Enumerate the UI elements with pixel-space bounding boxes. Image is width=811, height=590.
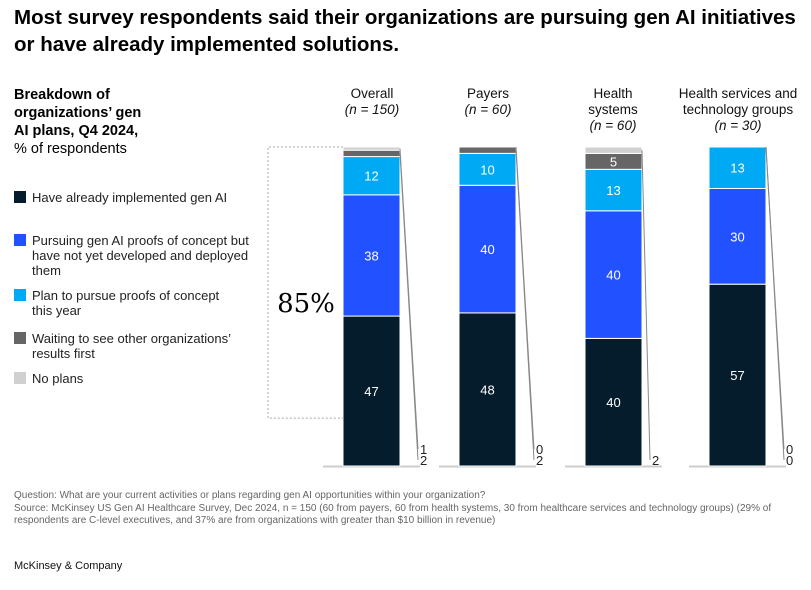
category-header: Payers (n = 60) <box>448 86 528 118</box>
legend-swatch <box>14 234 26 246</box>
bar-segment <box>342 149 401 158</box>
data-label: 12 <box>364 169 378 184</box>
category-n: (n = 60) <box>589 118 637 133</box>
data-label: 48 <box>480 382 494 397</box>
category-n: (n = 30) <box>714 118 762 133</box>
bracket <box>267 146 343 419</box>
category-label: Payers <box>466 86 510 101</box>
bracket-label-bg <box>276 288 336 318</box>
legend-label: Pursuing gen AI proofs of concept but ha… <box>32 233 249 278</box>
bar-segment <box>584 146 643 154</box>
category-header: Health services and technology groups (n … <box>668 86 808 134</box>
legend-label: Plan to pursue proofs of concept this ye… <box>32 288 220 318</box>
data-label: 13 <box>606 183 620 198</box>
bar-segment <box>342 194 401 317</box>
data-label: 47 <box>364 384 378 399</box>
data-label: 30 <box>730 229 744 244</box>
footnotes: Question: What are your current activiti… <box>14 490 794 528</box>
legend-label: Have already implemented gen AI <box>32 190 228 205</box>
bar-segment <box>708 146 767 189</box>
category-label: Overall <box>350 86 394 101</box>
bracket-label: 85% <box>277 289 335 319</box>
leader-line <box>641 150 651 461</box>
data-label: 2 <box>536 453 543 468</box>
category-n: (n = 60) <box>464 102 512 117</box>
category-n: (n = 150) <box>344 102 400 117</box>
category-header: Health systems (n = 60) <box>573 86 653 134</box>
legend-swatch <box>14 191 26 203</box>
subtitle-unit: % of respondents <box>14 141 127 157</box>
legend-swatch <box>14 372 26 384</box>
data-label: 2 <box>652 453 659 468</box>
data-label: 38 <box>364 248 378 263</box>
bar-segment <box>584 168 643 212</box>
data-label: 5 <box>610 154 617 169</box>
bar-segment <box>708 187 767 285</box>
data-label: 0 <box>536 442 543 457</box>
bar-segment <box>342 156 401 196</box>
data-label: 13 <box>730 161 744 176</box>
subtitle-main: Breakdown of organizations’ gen AI plans… <box>14 87 142 139</box>
data-label: 40 <box>606 268 620 283</box>
chart-subtitle: Breakdown of organizations’ gen AI plans… <box>14 86 154 158</box>
leader-line <box>399 153 419 461</box>
legend-swatch <box>14 289 26 301</box>
legend-item: No plans <box>14 371 234 386</box>
bar-segment <box>458 184 517 314</box>
category-label: Health services and technology groups <box>678 86 798 117</box>
data-label: 10 <box>480 162 494 177</box>
bar-segment <box>708 283 767 467</box>
legend-item: Waiting to see other organizations’ resu… <box>14 331 249 361</box>
source-note: Source: McKinsey US Gen AI Healthcare Su… <box>14 502 772 527</box>
legend-item: Plan to pursue proofs of concept this ye… <box>14 288 234 318</box>
data-label: 40 <box>480 242 494 257</box>
data-label: 0 <box>786 442 793 457</box>
bar-segment <box>342 315 401 467</box>
leader-line <box>765 146 785 461</box>
brand-logo: McKinsey & Company <box>14 560 123 572</box>
data-label: 1 <box>420 442 427 457</box>
question-note: Question: What are your current activiti… <box>14 490 486 501</box>
chart-title: Most survey respondents said their organ… <box>14 6 796 56</box>
legend-item: Pursuing gen AI proofs of concept but ha… <box>14 233 254 278</box>
legend-swatch <box>14 332 26 344</box>
data-label: 0 <box>786 453 793 468</box>
data-label: 2 <box>420 453 427 468</box>
bar-segment <box>584 337 643 467</box>
legend-item: Have already implemented gen AI <box>14 190 234 205</box>
data-label: 40 <box>606 395 620 410</box>
category-header: Overall (n = 150) <box>332 86 412 118</box>
legend-label: Waiting to see other organizations’ resu… <box>32 331 231 361</box>
bar-segment <box>458 312 517 467</box>
bar-segment <box>458 146 517 154</box>
legend-label: No plans <box>32 371 84 386</box>
data-label: 57 <box>730 368 744 383</box>
leader-line <box>515 150 535 461</box>
category-label: Health systems <box>588 86 638 117</box>
bar-segment <box>458 152 517 186</box>
bar-segment <box>342 146 401 151</box>
